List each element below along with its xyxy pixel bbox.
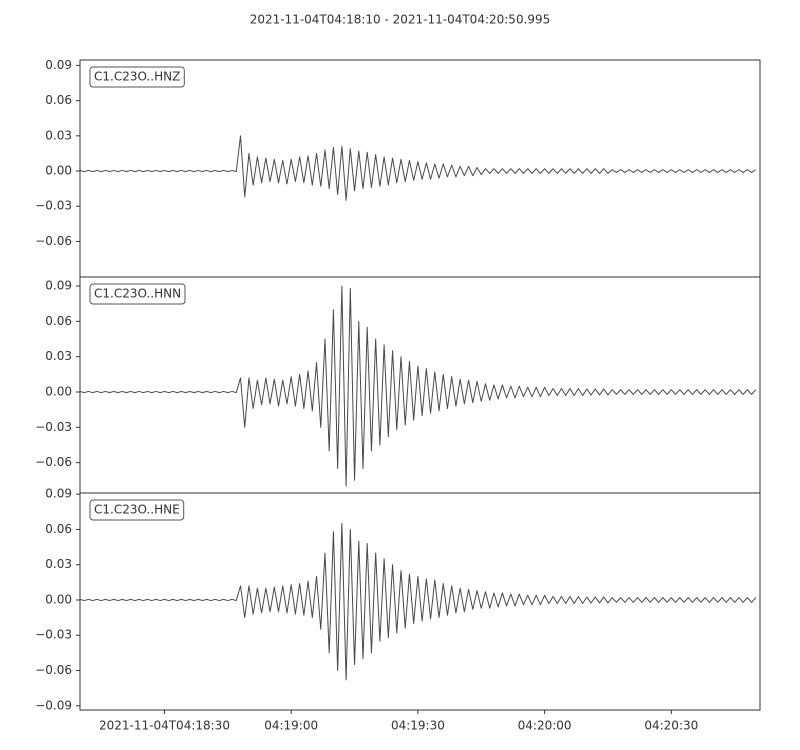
trace-label-box <box>89 66 185 88</box>
y-tick-label: −0.03 <box>35 199 72 213</box>
y-tick-label: 0.09 <box>45 58 72 72</box>
y-tick-label: 0.03 <box>45 128 72 142</box>
trace-label-text: C1.C23O..HNN <box>94 287 181 301</box>
y-tick-label: 0.06 <box>45 522 72 536</box>
y-tick-label: 0.00 <box>45 385 72 399</box>
y-tick-label: 0.00 <box>45 592 72 606</box>
axes-frame <box>79 492 761 711</box>
trace-label: C1.C23O..HNE <box>89 499 185 521</box>
y-tick-label: 0.03 <box>45 557 72 571</box>
y-tick-label: −0.03 <box>35 628 72 642</box>
y-tick-label: −0.06 <box>35 455 72 469</box>
waveform <box>79 285 757 487</box>
y-tick-label: 0.03 <box>45 349 72 363</box>
x-tick-label: 2021-11-04T04:18:30 <box>99 719 230 733</box>
y-tick-label: 0.09 <box>45 279 72 293</box>
y-tick-label: 0.09 <box>45 487 72 501</box>
trace-label-text: C1.C23O..HNZ <box>94 70 180 84</box>
trace-label: C1.C23O..HNN <box>89 283 186 305</box>
y-tick-label: −0.03 <box>35 420 72 434</box>
x-tick-label: 04:19:00 <box>264 719 318 733</box>
y-tick-label: 0.06 <box>45 93 72 107</box>
y-tick-label: −0.09 <box>35 698 72 712</box>
y-tick-label: −0.06 <box>35 663 72 677</box>
y-tick-label: 0.00 <box>45 164 72 178</box>
x-tick-label: 04:20:30 <box>644 719 698 733</box>
trace-label-text: C1.C23O..HNE <box>94 503 180 517</box>
trace-label-box <box>89 283 186 305</box>
trace-label: C1.C23O..HNZ <box>89 66 185 88</box>
x-tick-label: 04:19:30 <box>391 719 445 733</box>
waveform <box>79 523 757 681</box>
trace-label-box <box>89 499 185 521</box>
figure-title: 2021-11-04T04:18:10 - 2021-11-04T04:20:5… <box>250 13 551 27</box>
x-tick-label: 04:20:00 <box>518 719 572 733</box>
y-tick-label: 0.06 <box>45 314 72 328</box>
waveform <box>79 135 757 201</box>
y-tick-label: −0.06 <box>35 234 72 248</box>
